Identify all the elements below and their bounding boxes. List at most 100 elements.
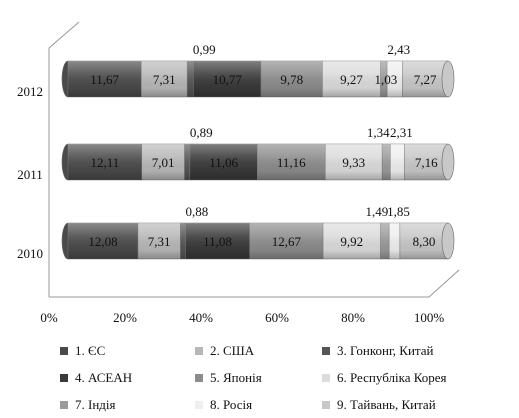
- bar-segment-shading: [185, 223, 250, 259]
- bar-segment-shading: [380, 61, 388, 97]
- legend-swatch: [60, 346, 68, 355]
- legend-label: 1. ЄС: [75, 342, 106, 358]
- data-label: 9,27: [340, 72, 363, 87]
- bar-cap-right-2010: [441, 222, 455, 260]
- legend-item: 3. Гонконг, Китай: [322, 343, 434, 359]
- legend-item: 1. ЄС: [60, 343, 195, 359]
- bar-segment-shading: [387, 61, 403, 97]
- bar-segment-shading: [382, 144, 391, 180]
- bar-segment-shading: [322, 61, 381, 97]
- bar-cap-right-2012: [441, 60, 455, 98]
- x-tick-label: 80%: [341, 310, 365, 325]
- legend-item: 8. Росія: [195, 397, 322, 413]
- legend-swatch: [60, 400, 68, 409]
- chart-floor-frame: [49, 269, 460, 298]
- legend-item: 4. АСЕАН: [60, 370, 195, 386]
- bar-segment-shading: [323, 223, 381, 259]
- data-label: 10,77: [213, 72, 243, 87]
- bar-cap-right-2011: [441, 143, 455, 181]
- legend-label: 7. Індія: [75, 396, 116, 412]
- data-label: 9,92: [340, 234, 363, 249]
- legend-item: 6. Республіка Корея: [322, 370, 447, 386]
- data-label: 0,88: [186, 204, 209, 219]
- bar-segment-shading: [404, 144, 448, 180]
- legend-swatch: [195, 346, 203, 355]
- legend-swatch: [322, 373, 330, 382]
- bar-segment-shading: [137, 223, 181, 259]
- data-label: 7,16: [415, 155, 438, 170]
- bar-segment-shading: [189, 144, 258, 180]
- bar-segment-shading: [389, 223, 400, 259]
- legend-label: 9. Тайвань, Китай: [337, 396, 436, 412]
- data-label: 2,43: [387, 42, 410, 57]
- x-tick-label: 40%: [189, 310, 213, 325]
- chart-legend: 1. ЄС 2. США 3. Гонконг, Китай 4. АСЕАН 5. Я…: [60, 337, 515, 418]
- data-label: 0,89: [190, 125, 213, 140]
- category-label: 2011: [17, 167, 43, 182]
- data-label: 1,85: [387, 204, 410, 219]
- legend-item: 9. Тайвань, Китай: [322, 397, 436, 413]
- data-label: 2,31: [390, 125, 413, 140]
- bar-segment-shading: [261, 61, 323, 97]
- bar-segment-shading: [249, 223, 324, 259]
- data-label: 7,01: [152, 155, 175, 170]
- legend-swatch: [195, 400, 203, 409]
- x-tick-label: 20%: [113, 310, 137, 325]
- bar-segment-shading: [402, 61, 448, 97]
- data-label: 12,67: [272, 234, 302, 249]
- legend-label: 5. Японія: [210, 369, 262, 385]
- x-tick-label: 60%: [265, 310, 289, 325]
- data-label: 1,03: [374, 72, 397, 87]
- data-label: 12,08: [88, 234, 117, 249]
- bar-segment-shading: [141, 61, 188, 97]
- bar-segment-shading: [257, 144, 326, 180]
- data-label: 12,11: [91, 155, 120, 170]
- bar-segment-shading: [325, 144, 383, 180]
- legend-label: 3. Гонконг, Китай: [337, 342, 434, 358]
- legend-item: 5. Японія: [195, 370, 322, 386]
- stacked-bar-chart: 11,67 7,31 0,99 10,77 9,78 9,27 1,03 2,43 7,27 12…: [17, 21, 460, 325]
- bar-segment-shading: [68, 61, 142, 97]
- bar-segment-shading: [141, 144, 185, 180]
- legend-row: 4. АСЕАН 5. Японія 6. Республіка Корея: [60, 364, 515, 391]
- data-label: 7,31: [148, 234, 171, 249]
- legend-swatch: [322, 400, 330, 409]
- chart-wall-frame: [48, 21, 80, 297]
- legend-row: 1. ЄС 2. США 3. Гонконг, Китай: [60, 337, 515, 364]
- data-label: 11,16: [277, 155, 306, 170]
- bar-segment-shading: [193, 61, 262, 97]
- data-label: 11,06: [209, 155, 238, 170]
- bar-segment-shading: [187, 61, 194, 97]
- data-label: 1,34: [367, 125, 390, 140]
- legend-label: 8. Росія: [210, 396, 253, 412]
- x-tick-label: 0%: [40, 310, 58, 325]
- legend-swatch: [60, 373, 68, 382]
- category-label: 2010: [17, 246, 43, 261]
- legend-label: 6. Республіка Корея: [337, 369, 447, 385]
- data-label: 1,49: [365, 204, 388, 219]
- data-label: 9,33: [342, 155, 365, 170]
- data-label: 8,30: [413, 234, 436, 249]
- data-label: 7,31: [153, 72, 176, 87]
- legend-swatch: [195, 373, 203, 382]
- legend-row: 7. Індія 8. Росія 9. Тайвань, Китай: [60, 391, 515, 418]
- bar-segment-shading: [380, 223, 390, 259]
- data-label: 9,78: [280, 72, 303, 87]
- data-label: 7,27: [414, 72, 437, 87]
- bar-segment-shading: [399, 223, 448, 259]
- legend-label: 4. АСЕАН: [75, 369, 133, 385]
- data-label: 11,67: [90, 72, 119, 87]
- category-label: 2012: [17, 84, 43, 99]
- bar-segment-shading: [68, 223, 138, 259]
- legend-label: 2. США: [210, 342, 255, 358]
- legend-item: 7. Індія: [60, 397, 195, 413]
- bar-segment-shading: [390, 144, 405, 180]
- legend-swatch: [322, 346, 330, 355]
- bar-segment-shading: [68, 144, 142, 180]
- legend-item: 2. США: [195, 343, 322, 359]
- data-label: 0,99: [193, 42, 216, 57]
- x-tick-label: 100%: [414, 310, 445, 325]
- bar-segment-shading: [184, 144, 190, 180]
- bar-segment-shading: [180, 223, 186, 259]
- data-label: 11,08: [203, 234, 232, 249]
